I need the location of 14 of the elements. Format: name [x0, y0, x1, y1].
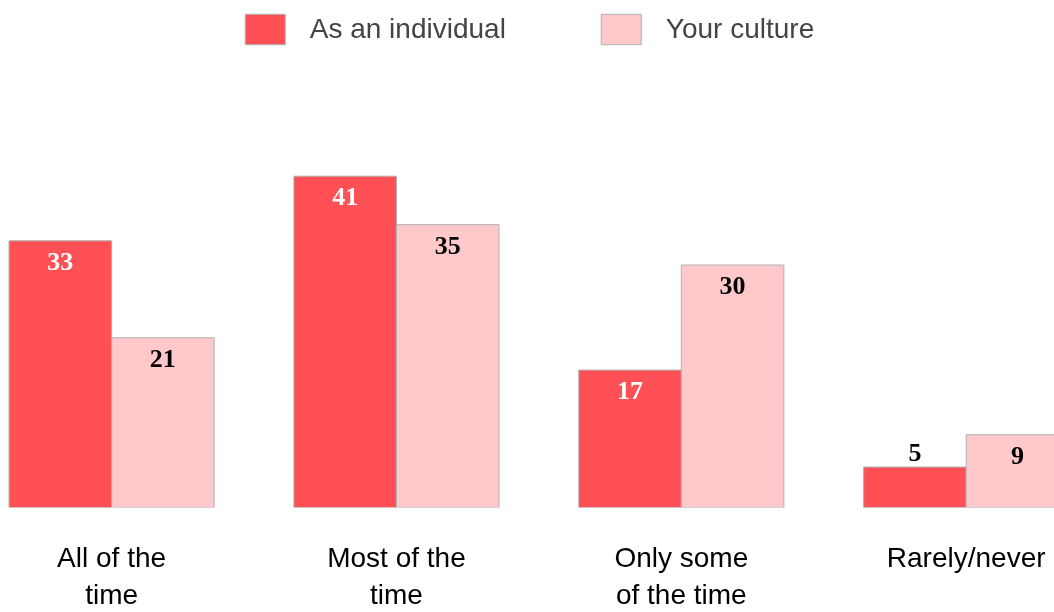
legend-label: As an individual [309, 13, 506, 45]
data-label: 9 [1010, 440, 1024, 470]
data-label: 30 [719, 271, 746, 301]
legend-label: Your culture [665, 13, 815, 45]
data-label: 21 [149, 343, 176, 373]
data-label: 5 [908, 438, 922, 468]
data-label: 33 [47, 246, 74, 276]
data-label: 41 [332, 182, 359, 212]
data-label: 17 [617, 376, 644, 406]
x-tick-label: Most of the time [327, 541, 466, 610]
x-tick-label: Rarely/never [886, 541, 1046, 573]
x-tick-label: Only some of the time [614, 541, 749, 610]
data-label: 35 [434, 230, 461, 260]
x-tick-label: All of the time [57, 541, 167, 610]
